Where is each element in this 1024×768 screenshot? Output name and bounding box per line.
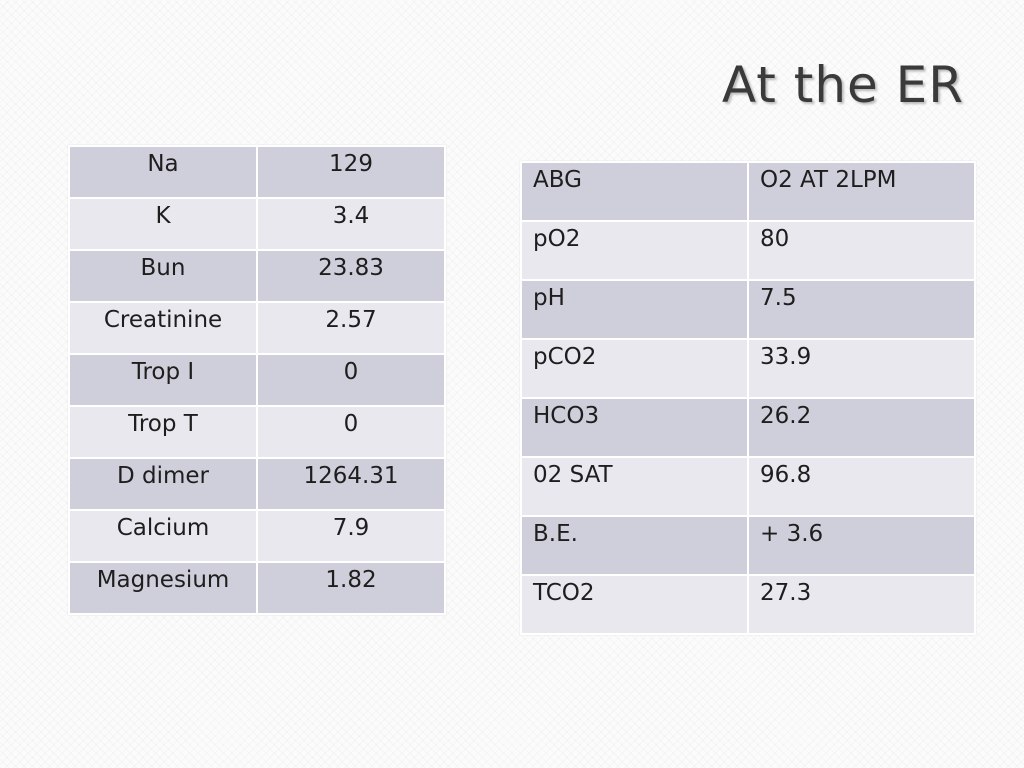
table-row: Calcium 7.9 (68, 509, 446, 563)
table-row: 02 SAT 96.8 (520, 456, 976, 517)
abg-value-cell: 27.3 (747, 574, 976, 635)
table-row: pO2 80 (520, 220, 976, 281)
labs-table: Na 129 K 3.4 Bun 23.83 Creatinine 2.57 T… (68, 145, 446, 615)
lab-value-cell: 0 (256, 353, 446, 407)
table-row: Creatinine 2.57 (68, 301, 446, 355)
lab-name-cell: Trop T (68, 405, 258, 459)
slide-title: At the ER (721, 56, 964, 114)
lab-value-cell: 23.83 (256, 249, 446, 303)
lab-name-cell: Trop I (68, 353, 258, 407)
lab-name-cell: Na (68, 145, 258, 199)
lab-value-cell: 0 (256, 405, 446, 459)
table-row: HCO3 26.2 (520, 397, 976, 458)
table-row: Na 129 (68, 145, 446, 199)
abg-name-cell: pH (520, 279, 749, 340)
lab-value-cell: 7.9 (256, 509, 446, 563)
lab-value-cell: 1.82 (256, 561, 446, 615)
table-row: Magnesium 1.82 (68, 561, 446, 615)
abg-name-cell: TCO2 (520, 574, 749, 635)
lab-name-cell: Calcium (68, 509, 258, 563)
table-row: pH 7.5 (520, 279, 976, 340)
table-row: Bun 23.83 (68, 249, 446, 303)
abg-value-cell: 26.2 (747, 397, 976, 458)
abg-value-cell: O2 AT 2LPM (747, 161, 976, 222)
abg-name-cell: B.E. (520, 515, 749, 576)
table-row: D dimer 1264.31 (68, 457, 446, 511)
lab-value-cell: 129 (256, 145, 446, 199)
table-row: B.E. + 3.6 (520, 515, 976, 576)
abg-value-cell: + 3.6 (747, 515, 976, 576)
abg-value-cell: 96.8 (747, 456, 976, 517)
abg-value-cell: 7.5 (747, 279, 976, 340)
abg-name-cell: HCO3 (520, 397, 749, 458)
abg-table: ABG O2 AT 2LPM pO2 80 pH 7.5 pCO2 33.9 H… (520, 161, 976, 635)
abg-name-cell: pCO2 (520, 338, 749, 399)
lab-name-cell: Magnesium (68, 561, 258, 615)
abg-name-cell: 02 SAT (520, 456, 749, 517)
lab-value-cell: 3.4 (256, 197, 446, 251)
lab-name-cell: K (68, 197, 258, 251)
table-row: Trop T 0 (68, 405, 446, 459)
lab-value-cell: 1264.31 (256, 457, 446, 511)
lab-value-cell: 2.57 (256, 301, 446, 355)
abg-value-cell: 33.9 (747, 338, 976, 399)
table-row: K 3.4 (68, 197, 446, 251)
lab-name-cell: Bun (68, 249, 258, 303)
table-row: TCO2 27.3 (520, 574, 976, 635)
abg-name-cell: ABG (520, 161, 749, 222)
abg-value-cell: 80 (747, 220, 976, 281)
table-row: Trop I 0 (68, 353, 446, 407)
abg-name-cell: pO2 (520, 220, 749, 281)
table-row: pCO2 33.9 (520, 338, 976, 399)
table-row: ABG O2 AT 2LPM (520, 161, 976, 222)
lab-name-cell: Creatinine (68, 301, 258, 355)
lab-name-cell: D dimer (68, 457, 258, 511)
